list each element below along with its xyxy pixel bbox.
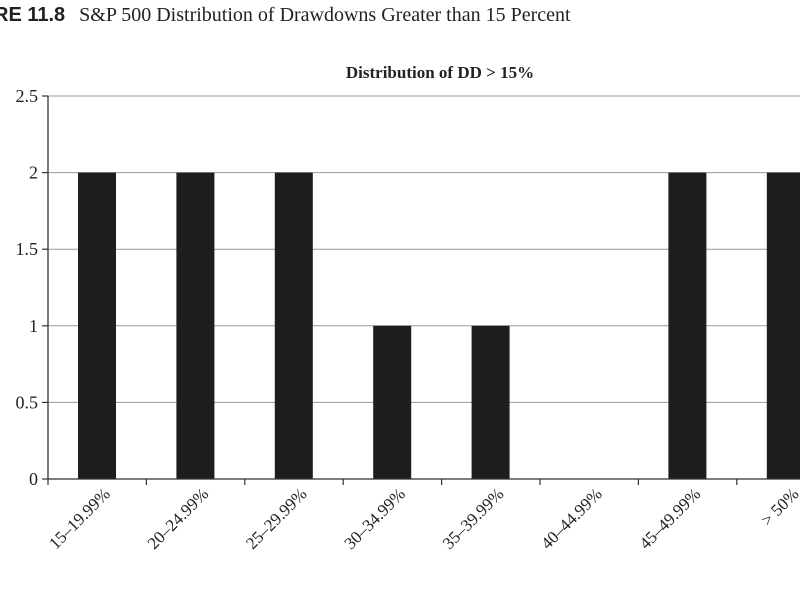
y-tick-label: 2.5 [16,86,39,106]
y-tick-label: 0.5 [16,392,39,412]
chart-title: Distribution of DD > 15% [346,63,534,82]
bar [668,172,707,479]
x-tick-label: 30–34.99% [340,484,409,553]
bar [274,172,313,479]
x-tick-label: 45–49.99% [636,484,705,553]
bar [373,325,412,479]
bar [176,172,215,479]
y-tick-label: 2 [29,163,38,183]
x-tick-label: 40–44.99% [537,484,606,553]
y-tick-label: 1 [29,316,38,336]
x-tick-label: 35–39.99% [439,484,508,553]
y-tick-labels: 0 0.5 1 1.5 2 2.5 [16,86,39,489]
x-tick-label: > 50% [757,484,800,529]
axes [42,95,800,485]
bar [78,172,116,479]
figure-caption: RE 11.8 S&P 500 Distribution of Drawdowns… [0,4,571,27]
figure-label: RE 11.8 [0,4,66,26]
bar [766,172,800,479]
y-tick-label: 0 [29,469,38,489]
x-tick-label: 25–29.99% [242,484,311,553]
figure-title: S&P 500 Distribution of Drawdowns Greate… [79,4,571,26]
y-tick-label: 1.5 [16,239,39,259]
x-tick-labels: 15–19.99% 20–24.99% 25–29.99% 30–34.99% 35–3… [45,484,800,553]
bar [471,325,510,479]
x-tick-label: 15–19.99% [45,484,114,553]
bars [78,172,800,479]
x-tick-label: 20–24.99% [144,484,213,553]
